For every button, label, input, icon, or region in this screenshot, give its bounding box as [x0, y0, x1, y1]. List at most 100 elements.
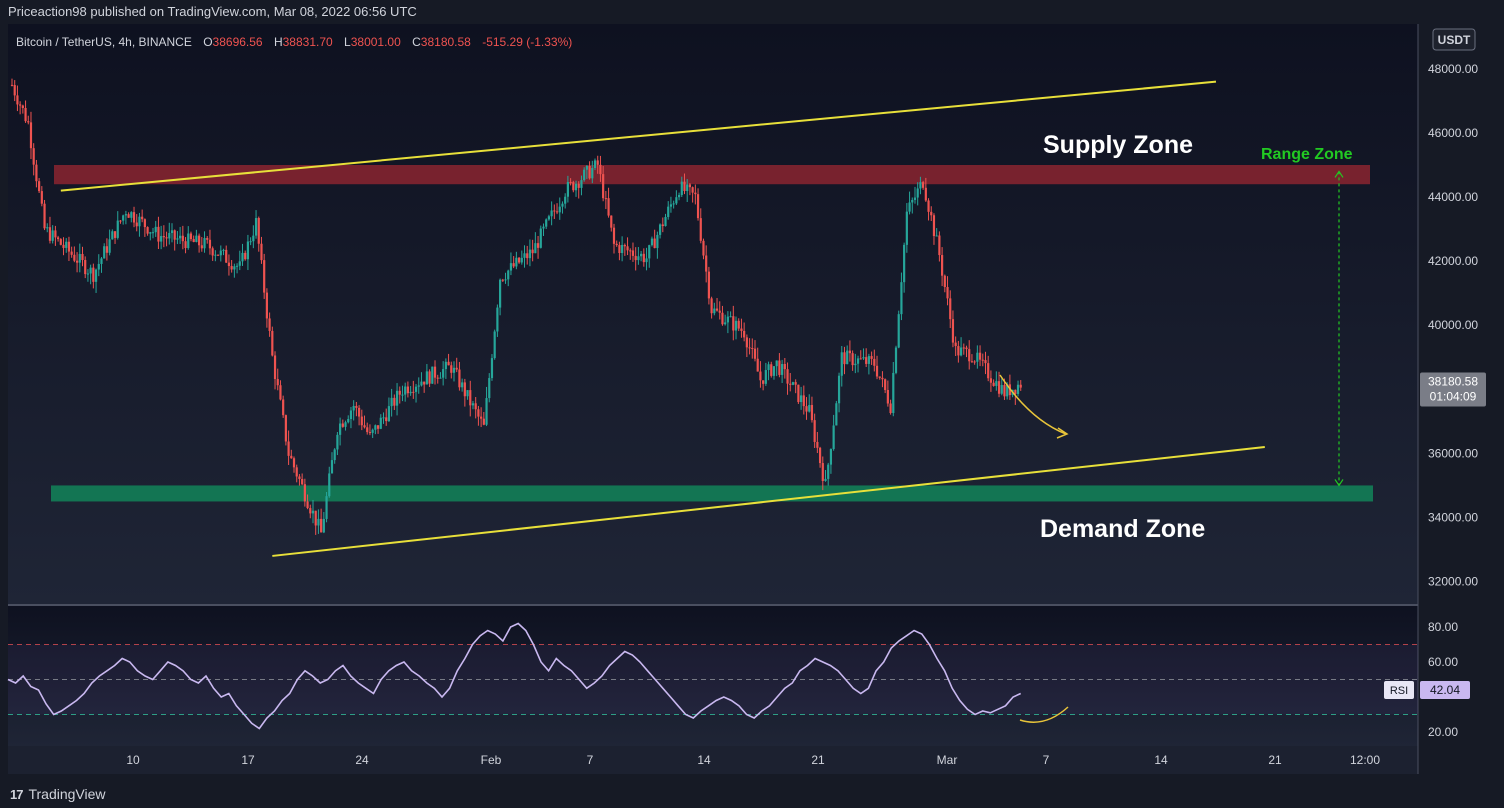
candle-body — [252, 235, 255, 242]
candle-body — [450, 365, 453, 373]
candle-body — [385, 417, 388, 422]
candle-body — [1003, 385, 1006, 397]
candle-body — [564, 196, 567, 204]
candle-body — [585, 165, 588, 170]
candle-body — [810, 405, 814, 421]
candle-body — [73, 254, 76, 261]
candle-body — [132, 212, 136, 223]
price-tick-label: 34000.00 — [1428, 510, 1478, 524]
candle-body — [62, 244, 65, 248]
candle-body — [561, 203, 564, 207]
price-axis[interactable]: 48000.00 46000.00 44000.00 42000.00 40000.00… — [1428, 62, 1478, 589]
candle-body — [713, 308, 716, 314]
candle-body — [631, 250, 635, 256]
candle-body — [490, 358, 494, 379]
symbol-legend[interactable]: Bitcoin / TetherUS, 4h, BINANCE O38696.5… — [16, 35, 572, 49]
currency-label: USDT — [1438, 33, 1471, 47]
candle-body — [244, 252, 247, 260]
candle-body — [412, 391, 415, 393]
candle-body — [767, 364, 770, 371]
candle-body — [235, 265, 239, 267]
candle-body — [799, 395, 803, 403]
price-tick-label: 44000.00 — [1428, 190, 1478, 204]
projection-curve-arrow[interactable] — [999, 374, 1067, 435]
candle-body — [715, 308, 719, 311]
candle-body — [431, 366, 434, 384]
candle-body — [930, 211, 933, 216]
candle-body — [829, 449, 833, 465]
candle-body — [705, 255, 708, 272]
rsi-pane[interactable] — [8, 606, 1418, 746]
time-axis[interactable]: 10 17 24 Feb 7 14 21 Mar 7 14 21 12:00 — [126, 753, 1380, 767]
candle-body — [452, 367, 456, 373]
currency-button[interactable]: USDT — [1432, 28, 1476, 51]
candle-body — [846, 350, 849, 365]
candle-body — [409, 391, 412, 394]
candle-body — [702, 240, 705, 256]
candle-body — [233, 266, 236, 270]
rsi-line[interactable] — [7, 622, 1022, 730]
price-pane[interactable] — [8, 24, 1418, 604]
candlestick-series — [10, 78, 1022, 535]
tradingview-logo-icon[interactable]: 17 — [10, 786, 24, 802]
candle-body — [24, 107, 27, 122]
trading-chart[interactable]: Supply Zone Demand Zone Range Zone Bitco… — [0, 24, 1504, 780]
supply-zone-band[interactable] — [54, 164, 1370, 185]
candle-body — [317, 518, 320, 526]
candle-body — [856, 358, 860, 364]
upper-trendline[interactable] — [60, 80, 1217, 192]
candle-body — [604, 198, 607, 200]
candle-body — [959, 347, 963, 356]
candle-body — [13, 85, 16, 96]
candle-body — [547, 216, 551, 220]
candle-body — [395, 390, 399, 406]
candle-body — [480, 416, 483, 419]
candle-body — [808, 405, 811, 412]
candle-body — [550, 210, 553, 217]
candle-body — [629, 250, 632, 252]
range-arrow-head-bottom — [1334, 479, 1344, 487]
candle-body — [580, 180, 583, 188]
candle-body — [897, 314, 900, 348]
candle-body — [357, 407, 361, 417]
time-tick-label: 24 — [355, 753, 369, 767]
time-tick-label: 7 — [587, 753, 594, 767]
candle-body — [943, 275, 946, 288]
candle-body — [466, 390, 469, 397]
candle-body — [949, 298, 952, 320]
rsi-level-lines — [8, 644, 1418, 715]
candle-body — [482, 418, 485, 425]
rsi-curve-arrow[interactable] — [1019, 706, 1069, 723]
rsi-axis[interactable]: 80.00 60.00 20.00 — [1428, 620, 1458, 739]
candle-body — [225, 249, 228, 263]
supply-zone-label: Supply Zone — [1043, 131, 1193, 159]
candle-body — [398, 390, 401, 395]
candle-body — [913, 197, 917, 200]
candle-body — [740, 328, 743, 331]
demand-zone-band[interactable] — [51, 485, 1373, 502]
candle-body — [339, 423, 342, 435]
candle-body — [837, 375, 841, 404]
candle-body — [759, 371, 762, 381]
candle-body — [1014, 389, 1017, 394]
candle-body — [523, 253, 526, 258]
projection-curve-arrowhead — [1056, 427, 1069, 439]
candle-body — [70, 251, 73, 255]
candle-body — [900, 282, 903, 315]
candle-body — [916, 188, 919, 198]
candle-body — [615, 243, 618, 246]
candle-body — [602, 174, 605, 199]
candle-body — [420, 381, 423, 386]
candle-body — [848, 350, 852, 354]
candle-body — [442, 369, 445, 378]
last-price-tag: 38180.58 01:04:09 — [1420, 372, 1486, 407]
candle-body — [344, 422, 347, 427]
candle-body — [165, 237, 168, 239]
candle-body — [292, 458, 296, 468]
low-label: L — [344, 35, 351, 49]
lower-trendline[interactable] — [272, 445, 1265, 557]
candle-body — [439, 377, 442, 379]
tradingview-brand[interactable]: TradingView — [28, 786, 106, 802]
candle-body — [276, 379, 279, 386]
candle-body — [428, 371, 431, 384]
